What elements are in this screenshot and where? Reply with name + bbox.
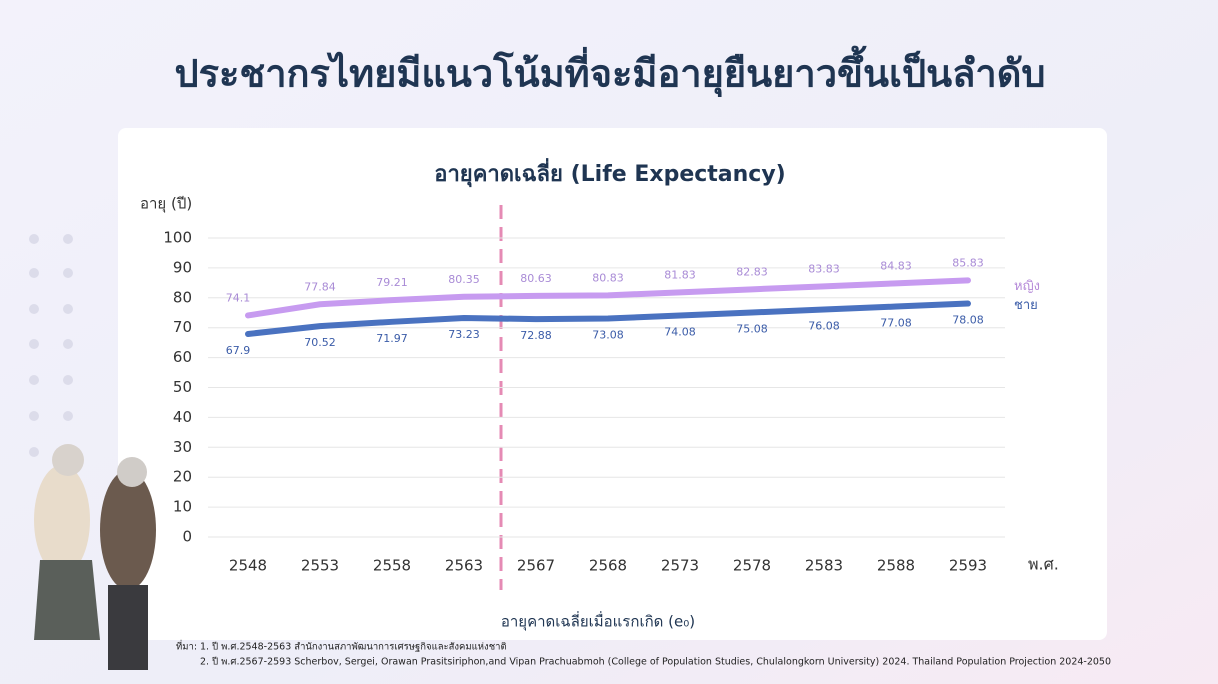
x-axis-label: พ.ศ. [1028,555,1059,574]
series-line [245,300,971,337]
x-tick-label: 2568 [589,557,627,575]
y-tick-label: 40 [173,408,192,426]
x-tick-label: 2558 [373,557,411,575]
data-label: 76.08 [808,320,840,333]
y-axis-label: อายุ (ปี) [140,195,192,214]
source-label: ที่มา: [176,640,197,653]
annotation: อายุคาดเฉลี่ยเมื่อแรกเกิด (e₀) [501,611,695,632]
y-tick-label: 90 [173,258,192,276]
data-label: 77.84 [304,280,336,293]
data-label: 80.63 [520,272,552,285]
data-label: 85.83 [952,256,984,269]
data-label: 73.08 [592,328,624,341]
x-tick-label: 2588 [877,557,915,575]
source: ที่มา: 1. ปี พ.ศ.2548-2563 สำนักงานสภาพั… [176,640,1111,668]
y-tick-label: 70 [173,318,192,336]
data-label: 80.83 [592,271,624,284]
chart-title: อายุคาดเฉลี่ย (Life Expectancy) [434,157,786,188]
x-tick-label: 2553 [301,557,339,575]
x-tick-label: 2548 [229,557,267,575]
data-label: 77.08 [880,317,912,330]
data-label: 82.83 [736,265,768,278]
decor-dots [29,234,73,457]
data-label: 72.88 [520,329,552,342]
source-item: 2. ปี พ.ศ.2567-2593 Scherbov, Sergei, Or… [200,656,1111,668]
data-label: 74.1 [226,291,251,304]
x-tick-label: 2583 [805,557,843,575]
y-tick-label: 80 [173,288,192,306]
page-title: ประชากรไทยมีแนวโน้มที่จะมีอายุยืนยาวขึ้น… [174,46,1045,98]
y-tick-label: 100 [163,229,192,247]
people-illustration [34,444,156,670]
data-label: 83.83 [808,262,840,275]
chart-card [118,128,1107,640]
data-label: 79.21 [376,276,408,289]
x-tick-label: 2563 [445,557,483,575]
data-label: 71.97 [376,332,408,345]
x-tick-label: 2578 [733,557,771,575]
y-tick-label: 0 [182,528,192,546]
legend-label: ชาย [1014,298,1038,313]
y-tick-label: 50 [173,378,192,396]
source-item: 1. ปี พ.ศ.2548-2563 สำนักงานสภาพัฒนาการเ… [200,641,507,653]
y-tick-label: 60 [173,348,192,366]
data-label: 80.35 [448,273,480,286]
x-tick-label: 2593 [949,557,987,575]
data-label: 74.08 [664,326,696,339]
data-label: 81.83 [664,268,696,281]
data-label: 75.08 [736,323,768,336]
y-tick-label: 20 [173,468,192,486]
data-label: 67.9 [226,344,251,357]
x-tick-label: 2567 [517,557,555,575]
data-label: 70.52 [304,336,336,349]
legend-label: หญิง [1014,279,1040,294]
x-tick-label: 2573 [661,557,699,575]
data-label: 78.08 [952,314,984,327]
y-tick-label: 30 [173,438,192,456]
y-tick-label: 10 [173,498,192,516]
data-label: 84.83 [880,259,912,272]
series-line [245,277,971,319]
data-label: 73.23 [448,328,480,341]
